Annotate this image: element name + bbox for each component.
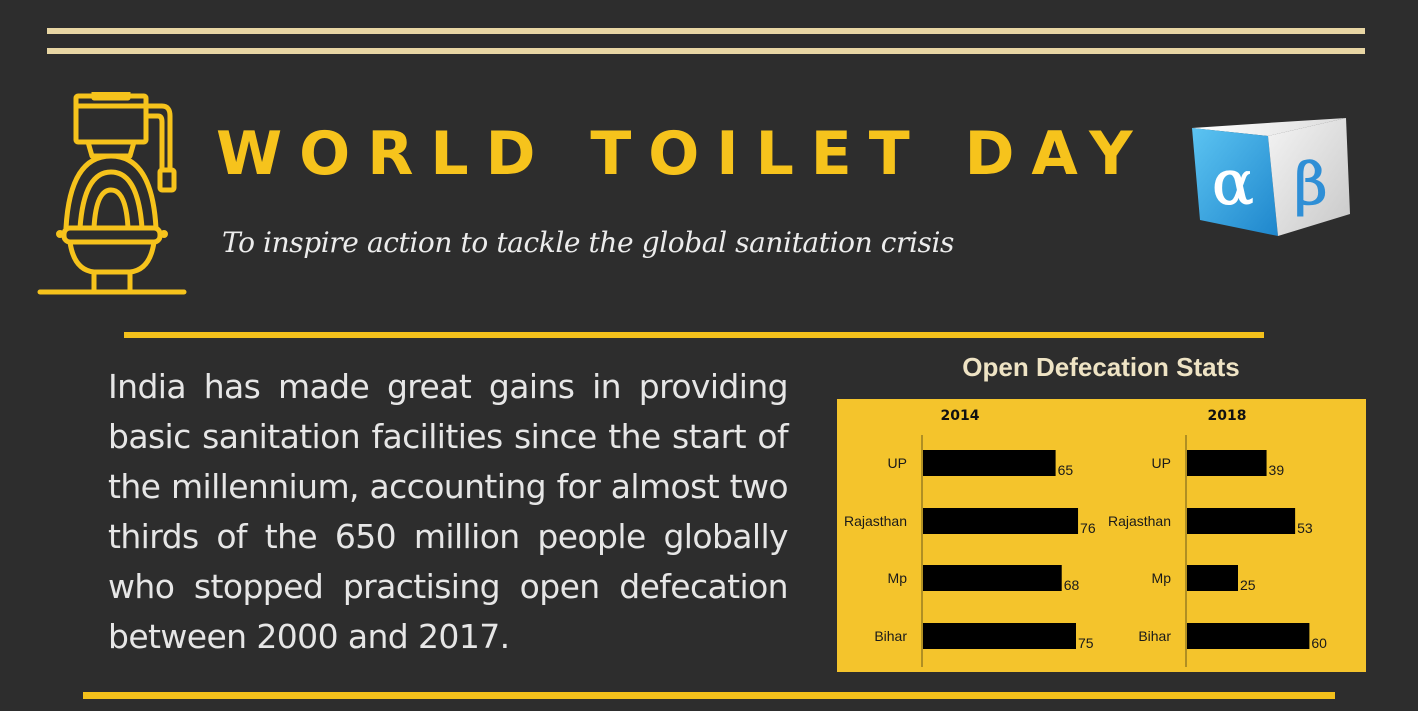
bar bbox=[923, 450, 1056, 476]
data-label: 68 bbox=[1064, 577, 1080, 593]
bottom-rule bbox=[83, 692, 1335, 699]
body-paragraph: India has made great gains in providing … bbox=[108, 367, 789, 656]
data-label: 75 bbox=[1078, 635, 1094, 651]
chart-year-label: 2018 bbox=[1208, 408, 1247, 424]
tick-label: Rajasthan bbox=[1108, 513, 1171, 529]
tick-label: Mp bbox=[1152, 570, 1172, 586]
svg-text:α: α bbox=[1212, 146, 1254, 219]
chart-panel: 2014 UP 65 Rajasthan 76 Mp 68 Bihar 75 2018 UP 39 Ra… bbox=[837, 399, 1366, 672]
bar bbox=[923, 623, 1076, 649]
alpha-beta-cube-logo: α β bbox=[1192, 118, 1350, 236]
top-rule-1 bbox=[47, 28, 1365, 34]
middle-rule bbox=[124, 332, 1264, 338]
tick-label: Bihar bbox=[1138, 628, 1171, 644]
page-title: WORLD TOILET DAY bbox=[216, 119, 1150, 189]
tick-label: UP bbox=[1152, 455, 1171, 471]
toilet-icon bbox=[37, 92, 187, 295]
tick-label: Rajasthan bbox=[844, 513, 907, 529]
bar bbox=[923, 508, 1079, 534]
data-label: 25 bbox=[1240, 577, 1256, 593]
bar bbox=[1187, 623, 1310, 649]
bar bbox=[923, 565, 1062, 591]
tick-label: Mp bbox=[888, 570, 908, 586]
chart-svg: 2014 UP 65 Rajasthan 76 Mp 68 Bihar 75 2018 UP 39 Ra… bbox=[844, 408, 1327, 667]
chart-year-label: 2014 bbox=[941, 408, 980, 424]
svg-text:β: β bbox=[1294, 150, 1328, 218]
chart-group-2018: 2018 UP 39 Rajasthan 53 Mp 25 Bihar 60 bbox=[1108, 408, 1327, 667]
data-label: 53 bbox=[1297, 520, 1313, 536]
data-label: 65 bbox=[1058, 462, 1074, 478]
bar bbox=[1187, 565, 1238, 591]
tick-label: UP bbox=[888, 455, 907, 471]
top-rule-2 bbox=[47, 48, 1365, 54]
bar bbox=[1187, 508, 1296, 534]
chart-group-2014: 2014 UP 65 Rajasthan 76 Mp 68 Bihar 75 bbox=[844, 408, 1096, 667]
chart-title: Open Defecation Stats bbox=[962, 352, 1240, 382]
data-label: 39 bbox=[1269, 462, 1285, 478]
page-subtitle: To inspire action to tackle the global s… bbox=[222, 226, 955, 259]
data-label: 60 bbox=[1311, 635, 1327, 651]
tick-label: Bihar bbox=[874, 628, 907, 644]
data-label: 76 bbox=[1080, 520, 1096, 536]
bar bbox=[1187, 450, 1267, 476]
